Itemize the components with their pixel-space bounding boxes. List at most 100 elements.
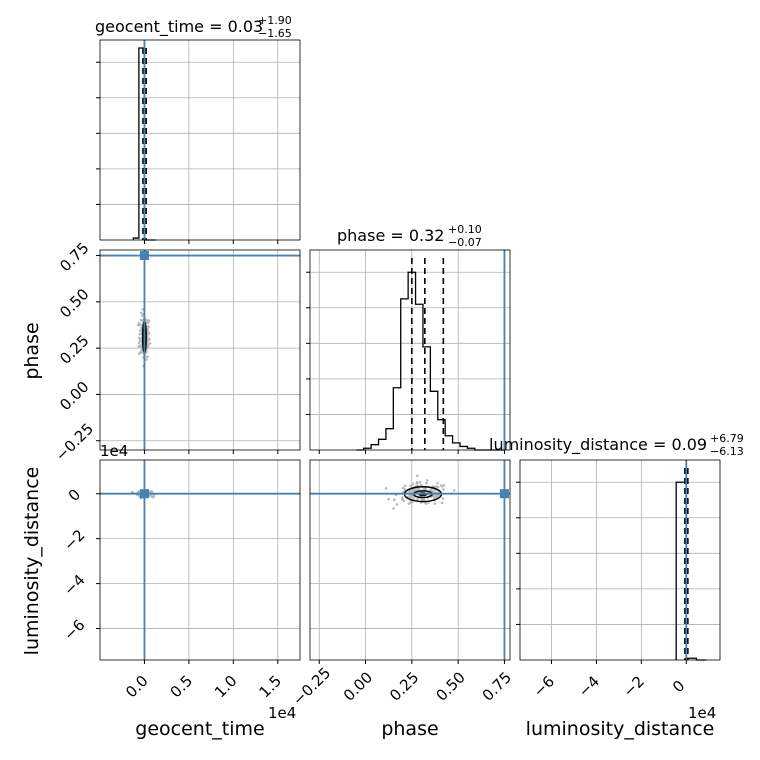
histogram-phase — [356, 271, 505, 451]
title-luminosity-distance: luminosity_distance = 0.09 — [489, 435, 707, 455]
x-tick-label: −0.25 — [289, 664, 334, 709]
scatter-point — [415, 480, 419, 484]
panel-frame — [519, 459, 721, 661]
scatter-point — [433, 502, 437, 505]
x-tick-label: 0.25 — [386, 668, 422, 704]
scatter-point — [407, 502, 411, 506]
x-tick-label: 0 — [669, 677, 688, 696]
title-luminosity-distance-minus: −6.13 — [710, 445, 744, 458]
scatter-point — [411, 482, 415, 486]
scatter-point — [392, 498, 396, 502]
plot-layer: −0.250.000.250.500.750.0 0.5 1.0 1.5−6−4−20… — [52, 39, 721, 709]
scatter-point — [141, 314, 144, 317]
scatter-point — [145, 321, 149, 325]
title-geocent-time-minus: −1.65 — [258, 27, 292, 40]
scatter-point — [148, 342, 152, 345]
scatter-point — [423, 487, 426, 490]
histogram-luminosity_distance — [675, 481, 707, 661]
x-tick-label: 1.0 — [211, 672, 241, 702]
panel-frame — [99, 249, 301, 451]
y-tick-label: −4 — [60, 571, 88, 599]
scatter-point — [147, 319, 150, 322]
y-tick-label: 0 — [65, 485, 84, 504]
scatter-point — [384, 487, 388, 490]
xlabel-luminosity-distance: luminosity_distance — [526, 718, 715, 740]
y-tick-label: 0.25 — [56, 331, 92, 367]
truth-marker — [139, 251, 149, 261]
panel-phase-phase — [306, 249, 511, 454]
title-phase-plus: +0.10 — [448, 223, 482, 236]
panel-frame — [99, 459, 301, 661]
scatter-point — [410, 489, 413, 493]
x-tick-label: 0.0 — [122, 672, 152, 702]
panel-frame — [309, 459, 511, 661]
scatter-point — [403, 488, 407, 491]
scatter-point — [436, 485, 440, 489]
title-geocent-time-plus: +1.90 — [258, 14, 292, 27]
scatter-point — [436, 482, 439, 485]
scatter-point — [416, 474, 419, 478]
ylabel-phase: phase — [21, 322, 43, 379]
scatter-point — [403, 484, 407, 488]
x-tick-label: 0.50 — [432, 668, 468, 704]
scatter-point — [401, 486, 405, 490]
panel-geocent_time-luminosity_distance — [96, 459, 301, 664]
scatter-point — [145, 358, 148, 361]
scatter-point — [147, 325, 150, 328]
offset-luminosity-distance-x: 1e4 — [688, 704, 716, 722]
offset-geocent-time-x: 1e4 — [268, 704, 296, 722]
y-tick-label: 0.50 — [56, 285, 92, 321]
scatter-point — [146, 333, 149, 337]
panel-content — [310, 460, 510, 660]
title-geocent-time: geocent_time = 0.03 — [95, 17, 263, 37]
scatter-point — [425, 481, 428, 485]
scatter-point — [146, 338, 150, 342]
scatter-point — [138, 351, 142, 354]
scatter-point — [409, 484, 412, 488]
panel-content — [100, 250, 300, 450]
scatter-point — [434, 485, 437, 489]
title-phase-minus: −0.07 — [448, 236, 482, 249]
y-tick-label: −6 — [60, 616, 88, 644]
scatter-point — [146, 355, 149, 359]
panel-geocent_time-phase — [96, 249, 301, 454]
title-phase: phase = 0.32 — [337, 226, 444, 245]
panel-content — [100, 460, 300, 660]
scatter-point — [140, 311, 143, 315]
y-tick-label: 0.75 — [56, 239, 92, 275]
scatter-point — [420, 483, 423, 487]
scatter-point — [440, 501, 444, 505]
scatter-point — [130, 490, 134, 494]
x-tick-label: 0.5 — [167, 672, 197, 702]
scatter-point — [392, 507, 395, 510]
ylabel-luminosity-distance: luminosity_distance — [21, 467, 43, 656]
xlabel-phase: phase — [381, 718, 438, 740]
x-tick-label: 1.5 — [255, 672, 285, 702]
scatter-point — [151, 495, 154, 499]
scatter-point — [433, 494, 436, 498]
scatter-point — [425, 479, 429, 482]
scatter-point — [429, 488, 433, 492]
scatter-point — [408, 495, 412, 499]
scatter-point — [410, 500, 414, 504]
panel-phase-luminosity_distance — [309, 459, 511, 664]
x-tick-label: 0.00 — [340, 668, 376, 704]
scatter-point — [138, 329, 142, 332]
xlabel-geocent-time: geocent_time — [135, 718, 264, 740]
y-tick-label: −0.25 — [52, 420, 97, 465]
panel-frame — [99, 39, 301, 241]
scatter-point — [452, 489, 456, 492]
scatter-point — [395, 503, 399, 506]
y-tick-label: −2 — [60, 526, 88, 554]
truth-marker — [499, 489, 509, 499]
scatter-point — [387, 497, 390, 501]
offset-luminosity-distance-y: 1e4 — [100, 442, 128, 460]
panel-frame — [309, 249, 511, 451]
scatter-point — [141, 307, 145, 311]
scatter-point — [401, 496, 404, 499]
scatter-point — [412, 488, 415, 492]
x-tick-label: −2 — [620, 672, 648, 700]
scatter-point — [140, 349, 144, 352]
scatter-point — [137, 345, 140, 348]
